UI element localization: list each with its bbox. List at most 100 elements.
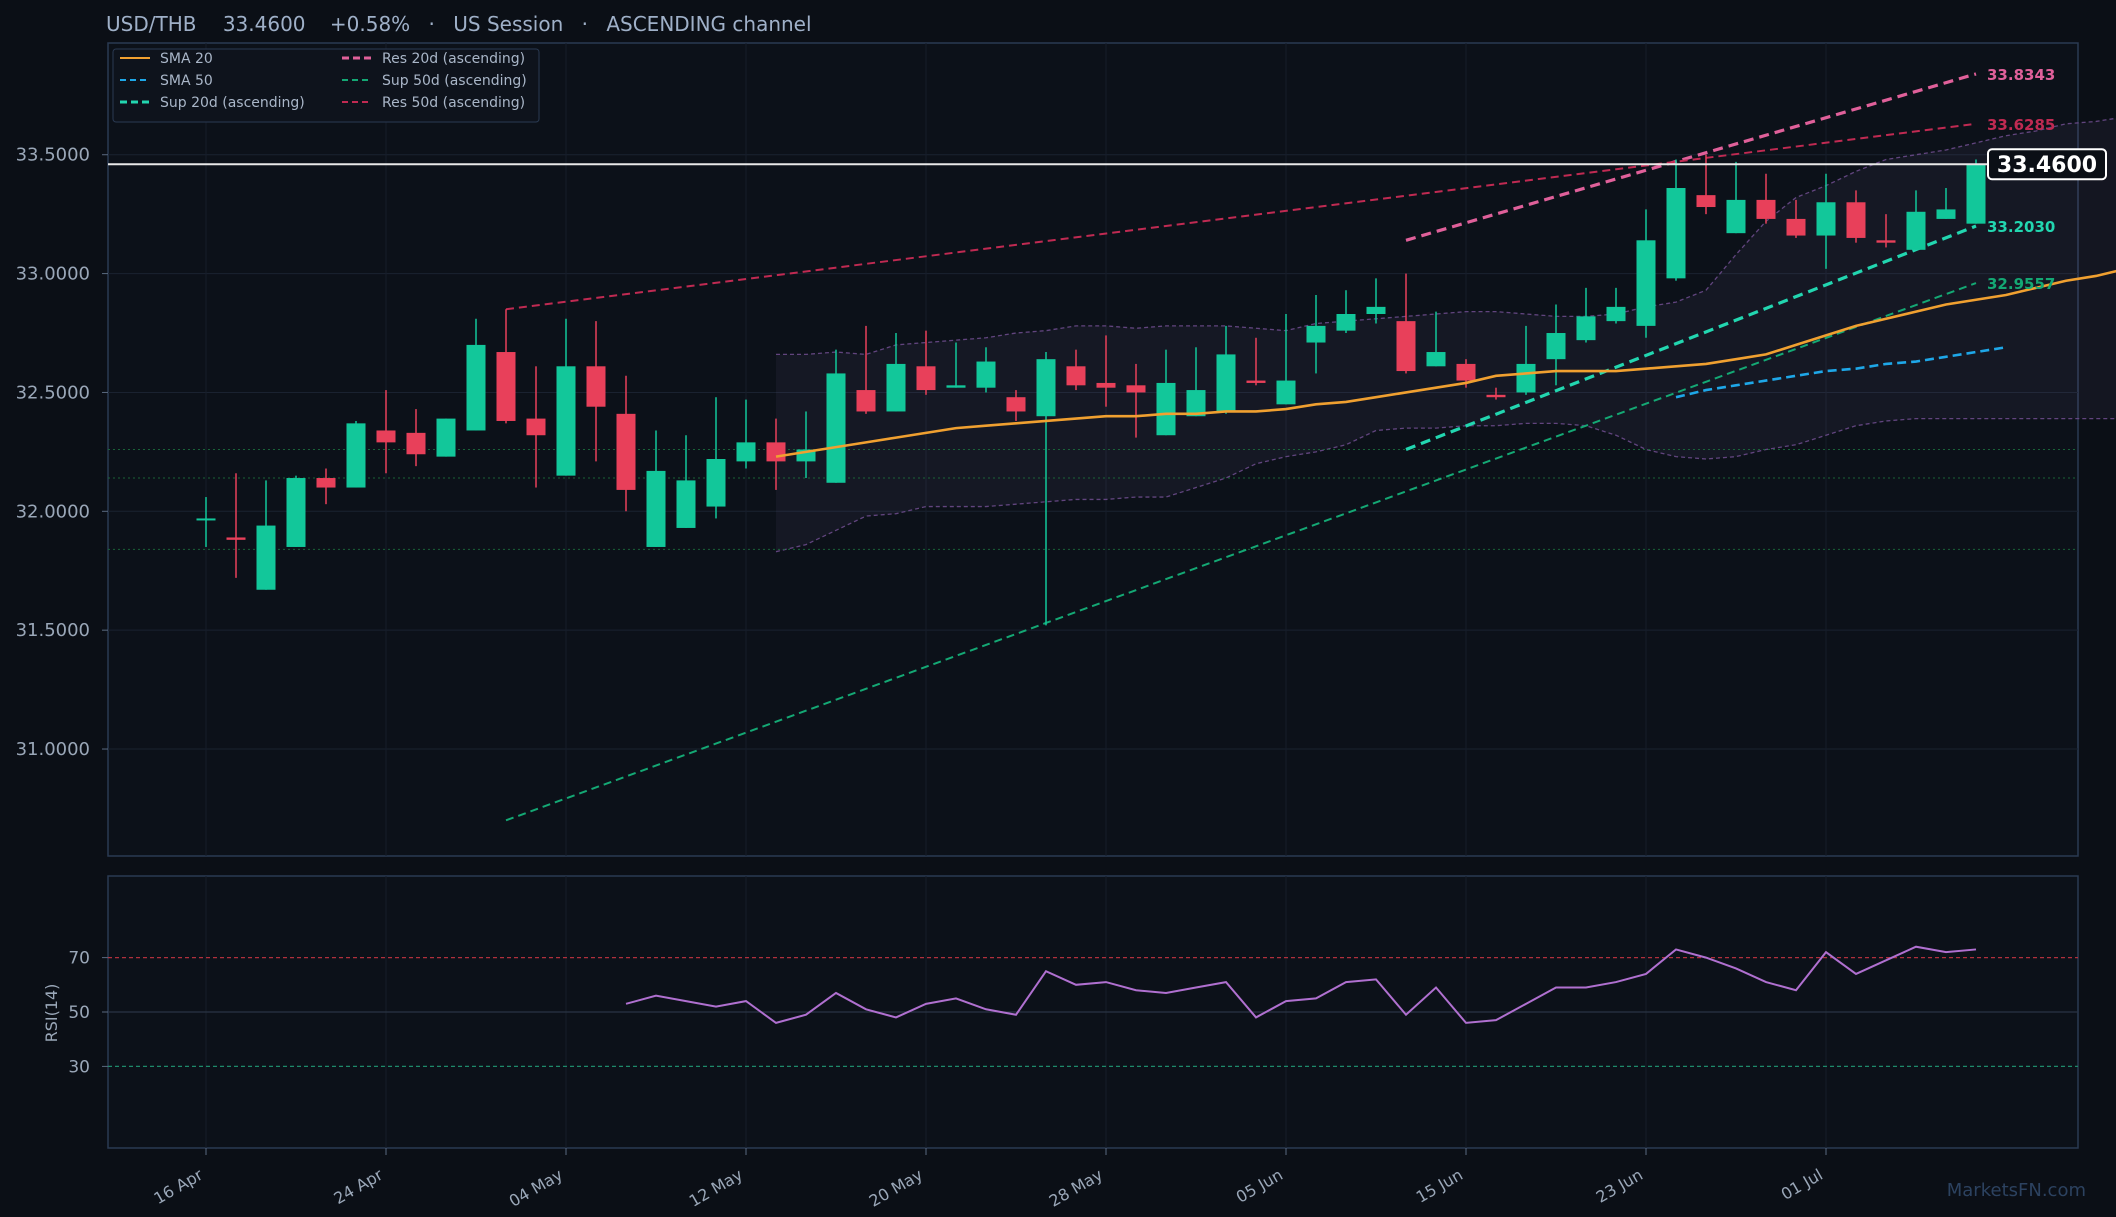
- candle-body: [1786, 218, 1806, 236]
- candle-body: [1606, 306, 1626, 322]
- trendline: [1405, 72, 1977, 242]
- candle-body: [1666, 188, 1686, 279]
- title-sep-2: ·: [582, 12, 588, 36]
- candle-body: [1156, 382, 1176, 436]
- candle-body: [1216, 354, 1236, 412]
- rsi-line: [625, 945, 1977, 1024]
- candle-body: [766, 442, 786, 462]
- candle-body: [1816, 202, 1836, 236]
- price-y-tick-label: 32.5000: [16, 382, 90, 403]
- candle-body: [706, 459, 726, 507]
- candle-body: [796, 449, 816, 462]
- trendline-end-label: 32.9557: [1987, 275, 2055, 293]
- candle-body: [676, 480, 696, 528]
- candle-body: [1876, 240, 1896, 243]
- candle-body: [496, 352, 516, 421]
- last-price-label: 33.4600: [1997, 153, 2097, 178]
- rsi-y-tick-label: 70: [68, 949, 90, 969]
- candle-body: [1696, 195, 1716, 208]
- title-pair: USD/THB: [106, 12, 196, 36]
- candle-body: [1516, 363, 1536, 393]
- candle-body: [616, 413, 636, 490]
- price-y-ticks: 31.0000 31.5000 32.0000 32.5000 33.0000 33.50…: [16, 145, 108, 760]
- legend-box: [112, 48, 540, 123]
- legend: SMA 20 SMA 50 Sup 20d (ascending) Res 20d (…: [112, 48, 540, 123]
- band-fill: [776, 118, 2116, 552]
- legend-label: Sup 50d (ascending): [382, 73, 527, 89]
- rsi-y-tick-label: 50: [68, 1003, 90, 1023]
- legend-label: SMA 50: [160, 73, 213, 89]
- trendline-end-label: 33.6285: [1987, 116, 2055, 134]
- candle-body: [1756, 199, 1776, 219]
- price-y-tick-label: 31.5000: [16, 620, 90, 641]
- candle-body: [1726, 199, 1746, 234]
- candle-body: [226, 537, 246, 540]
- candle-body: [1396, 321, 1416, 372]
- candle-body: [556, 366, 576, 476]
- candle-body: [826, 373, 846, 483]
- band-lower: [775, 417, 2116, 553]
- candle-body: [736, 442, 756, 462]
- candle-body: [466, 344, 486, 431]
- candle-body: [1096, 382, 1116, 388]
- candle-body: [346, 423, 366, 488]
- chart-title: USD/THB 33.4600 +0.58% · US Session · AS…: [106, 12, 812, 36]
- candle-body: [1966, 164, 1986, 224]
- price-y-tick-label: 32.0000: [16, 501, 90, 522]
- candle-body: [976, 361, 996, 388]
- rsi-y-tick-label: 30: [68, 1057, 90, 1077]
- title-session: US Session: [453, 12, 563, 36]
- legend-label: Sup 20d (ascending): [160, 95, 305, 111]
- moving-averages: [775, 269, 2116, 458]
- candle-body: [1846, 202, 1866, 238]
- candle-body: [916, 366, 936, 391]
- rsi-ylabel: RSI(14): [42, 984, 61, 1043]
- candle-body: [856, 390, 876, 412]
- last-price-line: 33.4600: [108, 148, 2107, 181]
- sma20-line: [775, 269, 2116, 458]
- legend-label: Res 50d (ascending): [382, 95, 525, 111]
- candle-body: [1936, 209, 1956, 219]
- legend-label: Res 20d (ascending): [382, 51, 525, 67]
- rsi-panel: 30 50 70 RSI(14): [42, 875, 2079, 1149]
- candle-body: [1426, 352, 1446, 367]
- candle-body: [1576, 316, 1596, 341]
- candle-body: [1066, 366, 1086, 386]
- candle-body: [436, 418, 456, 457]
- candle-body: [646, 470, 666, 547]
- candle-body: [376, 430, 396, 443]
- price-panel: 33.4600 31.0000 31.5000 32.0000 32.5000 33.0…: [16, 42, 2116, 857]
- price-y-tick-label: 31.0000: [16, 739, 90, 760]
- rsi-levels: [108, 956, 2078, 1068]
- candle-body: [946, 385, 966, 388]
- candle-body: [406, 432, 426, 455]
- candle-body: [1546, 333, 1566, 360]
- candle-body: [1246, 380, 1266, 383]
- title-change: +0.58%: [330, 12, 410, 36]
- candle-body: [1486, 394, 1506, 398]
- candle-body: [886, 363, 906, 412]
- candle-body: [1186, 390, 1206, 417]
- price-y-tick-label: 33.0000: [16, 264, 90, 285]
- trendline: [505, 282, 1977, 822]
- trendline: [1405, 224, 1977, 451]
- watermark: MarketsFN.com: [1947, 1180, 2086, 1201]
- candle-body: [1306, 325, 1326, 343]
- trendlines: [505, 72, 1977, 822]
- candle-body: [1366, 306, 1386, 314]
- title-price: 33.4600: [223, 12, 306, 36]
- candle-body: [1276, 380, 1296, 405]
- candle-body: [196, 518, 216, 521]
- candle-body: [586, 366, 606, 407]
- bollinger-bands: [775, 117, 2116, 553]
- trendline-end-labels: 33.2030 33.8343 32.9557 33.6285: [1987, 66, 2055, 293]
- trendline-end-label: 33.8343: [1987, 66, 2055, 84]
- candles: [196, 154, 1986, 626]
- sma50-line: [1675, 345, 2007, 399]
- candle-body: [1336, 314, 1356, 331]
- candle-body: [1036, 359, 1056, 417]
- rsi-series-line: [625, 945, 1977, 1024]
- candle-body: [316, 478, 336, 488]
